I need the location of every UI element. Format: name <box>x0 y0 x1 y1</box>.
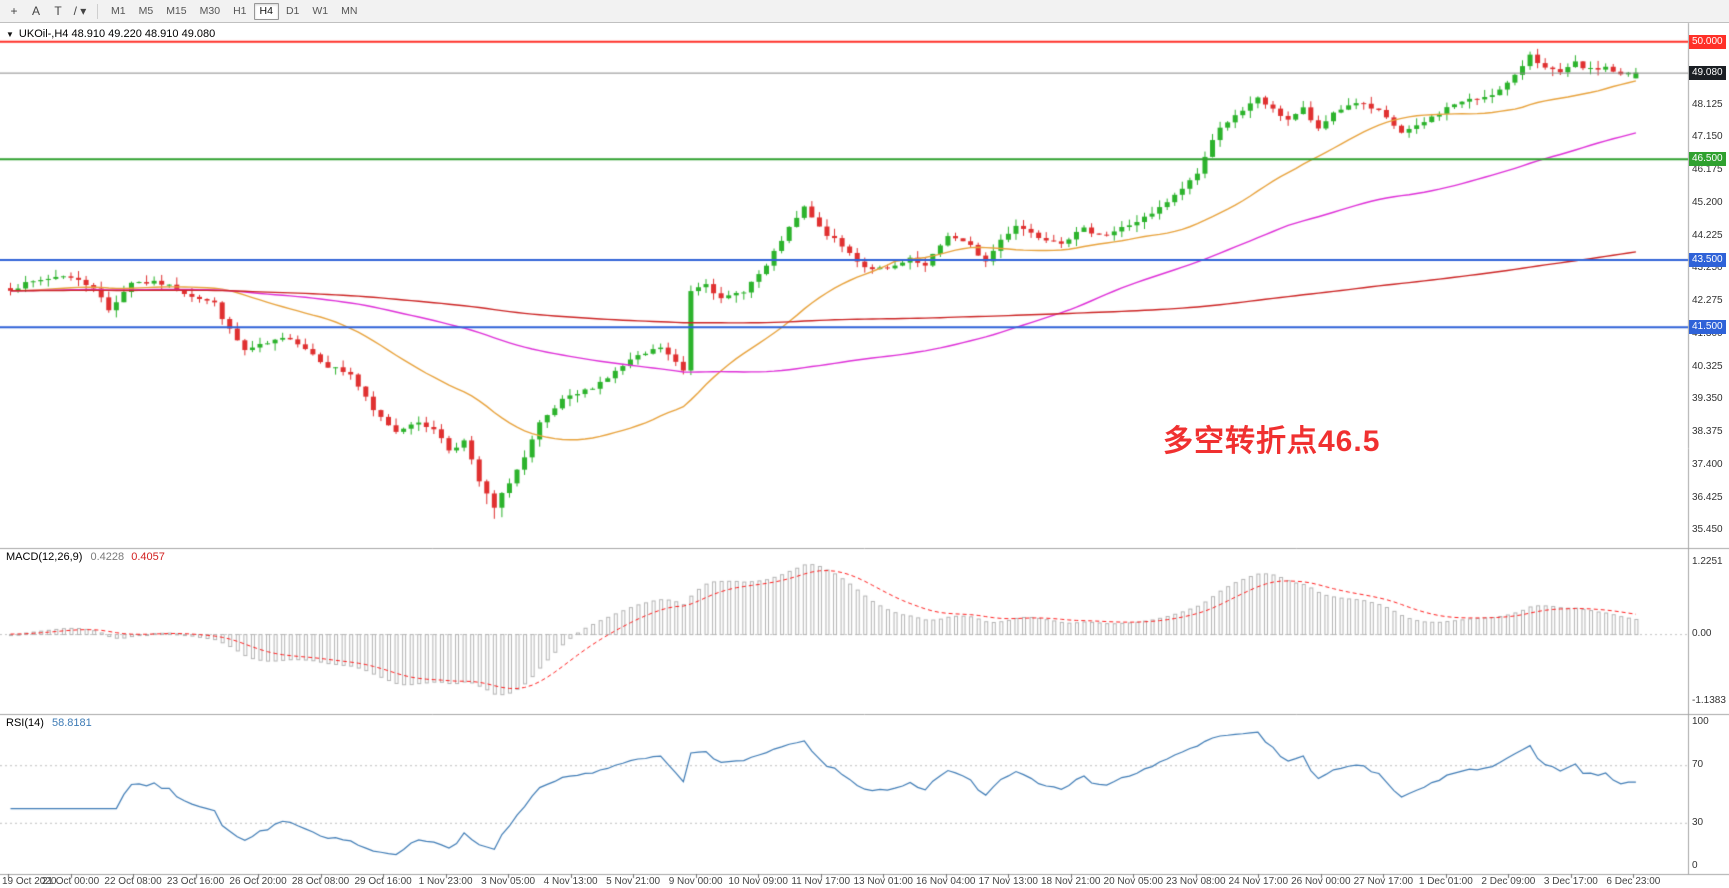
level-badge-41.500: 41.500 <box>1689 320 1726 335</box>
macd-tick-0.00: 0.00 <box>1692 628 1712 640</box>
timeframe-button-w1[interactable]: W1 <box>312 5 329 17</box>
rsi-tick-70: 70 <box>1692 759 1704 771</box>
time-tick-label: 10 Nov 09:00 <box>728 876 788 887</box>
time-tick-label: 19 Oct 2020 <box>2 876 57 887</box>
time-tick-label: 17 Nov 13:00 <box>978 876 1038 887</box>
timeframe-button-d1[interactable]: D1 <box>285 5 300 17</box>
line-studies-dropdown[interactable]: / ▾ <box>73 4 87 18</box>
macd-value-main: 0.4228 <box>90 551 125 563</box>
toolbar: + A T / ▾ M1 M5 M15 M30 H1 H4 D1 W1 MN <box>0 0 1729 23</box>
macd-tick-1.2251: 1.2251 <box>1692 555 1723 567</box>
time-tick-label: 20 Nov 05:00 <box>1103 876 1164 887</box>
time-tick-label: 4 Nov 13:00 <box>543 876 598 887</box>
chart-title: ▼ UKOil-,H4 48.910 49.220 48.910 49.080 <box>6 28 215 40</box>
level-badge-50.000: 50.000 <box>1689 34 1726 49</box>
time-tick-label: 27 Nov 17:00 <box>1353 876 1414 887</box>
time-tick-label: 3 Nov 05:00 <box>481 876 536 887</box>
chart-title-text: UKOil-,H4 48.910 49.220 48.910 49.080 <box>18 28 216 40</box>
price-tick-39.350: 39.350 <box>1692 393 1723 405</box>
macd-header: MACD(12,26,9) 0.4228 0.4057 <box>6 551 165 563</box>
timeframe-button-m15[interactable]: M15 <box>166 5 187 17</box>
macd-tick--1.1383: -1.1383 <box>1692 695 1726 707</box>
time-tick-label: 18 Nov 21:00 <box>1041 876 1101 887</box>
chart-annotation: 多空转折点46.5 <box>1163 425 1381 458</box>
time-tick-label: 23 Nov 08:00 <box>1166 876 1226 887</box>
toolbar-separator <box>97 3 98 19</box>
one-click-trading-toggle[interactable]: ▼ <box>6 29 14 39</box>
price-tick-45.200: 45.200 <box>1692 196 1723 208</box>
price-tick-36.425: 36.425 <box>1692 491 1723 503</box>
price-tick-38.375: 38.375 <box>1692 426 1723 438</box>
price-tick-44.225: 44.225 <box>1692 229 1723 241</box>
time-tick-label: 2 Dec 09:00 <box>1481 876 1536 887</box>
crosshair-tool-button[interactable]: + <box>10 4 18 18</box>
time-tick-label: 21 Oct 00:00 <box>41 876 100 887</box>
price-tick-46.175: 46.175 <box>1692 164 1723 176</box>
level-badge-43.500: 43.500 <box>1689 252 1726 267</box>
time-tick-label: 28 Oct 08:00 <box>291 876 350 887</box>
tool-group: + A T / ▾ <box>4 2 90 20</box>
time-tick-label: 26 Nov 00:00 <box>1291 876 1351 887</box>
timeframe-group: M1 M5 M15 M30 H1 H4 D1 W1 MN <box>105 2 363 20</box>
timeframe-button-m30[interactable]: M30 <box>199 5 221 17</box>
current-price-badge: 49.080 <box>1689 65 1726 80</box>
time-tick-label: 11 Nov 17:00 <box>791 876 851 887</box>
price-tick-37.400: 37.400 <box>1692 458 1723 470</box>
time-tick-label: 13 Nov 01:00 <box>853 876 913 887</box>
rsi-tick-100: 100 <box>1692 716 1709 727</box>
time-tick-label: 23 Oct 16:00 <box>166 876 225 887</box>
time-tick-label: 24 Nov 17:00 <box>1228 876 1289 887</box>
macd-label: MACD(12,26,9) <box>6 551 83 563</box>
time-tick-label: 6 Dec 23:00 <box>1606 876 1661 887</box>
timeframe-button-m5[interactable]: M5 <box>138 5 154 17</box>
rsi-label: RSI(14) <box>6 717 44 729</box>
price-tick-43.250: 43.250 <box>1692 262 1723 274</box>
time-tick-label: 1 Dec 01:00 <box>1418 876 1473 887</box>
time-tick-label: 3 Dec 17:00 <box>1543 876 1598 887</box>
price-tick-47.150: 47.150 <box>1692 131 1723 143</box>
rsi-value: 58.8181 <box>51 717 92 729</box>
timeframe-button-m1[interactable]: M1 <box>111 5 126 17</box>
price-tick-40.325: 40.325 <box>1692 360 1723 372</box>
macd-value-signal: 0.4057 <box>131 551 165 563</box>
price-tick-48.125: 48.125 <box>1692 98 1723 110</box>
rsi-header: RSI(14) 58.8181 <box>6 717 92 729</box>
price-tick-42.275: 42.275 <box>1692 295 1723 307</box>
time-tick-label: 29 Oct 16:00 <box>354 876 412 887</box>
timeframe-button-mn[interactable]: MN <box>341 5 358 17</box>
timeframe-button-h1[interactable]: H1 <box>233 5 247 17</box>
shapes-tool-button[interactable]: T <box>54 4 62 18</box>
level-badge-46.500: 46.500 <box>1689 152 1726 167</box>
time-tick-label: 26 Oct 20:00 <box>229 876 287 887</box>
time-tick-label: 1 Nov 23:00 <box>418 876 473 887</box>
time-tick-label: 9 Nov 00:00 <box>668 876 723 887</box>
price-tick-35.450: 35.450 <box>1692 524 1723 536</box>
time-tick-label: 22 Oct 08:00 <box>104 876 162 887</box>
rsi-tick-30: 30 <box>1692 816 1704 828</box>
time-tick-label: 5 Nov 21:00 <box>606 876 661 887</box>
text-tool-button[interactable]: A <box>31 4 40 18</box>
timeframe-button-h4[interactable]: H4 <box>253 2 279 20</box>
time-tick-label: 16 Nov 04:00 <box>915 876 976 887</box>
rsi-tick-0: 0 <box>1692 860 1698 871</box>
